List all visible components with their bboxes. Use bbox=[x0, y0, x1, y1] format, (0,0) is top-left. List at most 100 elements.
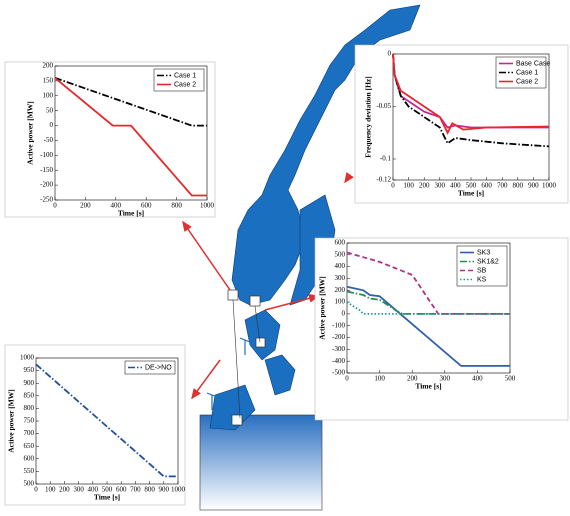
legend-box bbox=[124, 360, 176, 375]
x-tick-label: 500 bbox=[466, 182, 477, 190]
series-line bbox=[35, 363, 178, 478]
x-tick-label: 300 bbox=[440, 375, 451, 383]
x-axis-label: Time [s] bbox=[415, 382, 441, 391]
y-tick-label: -250 bbox=[40, 196, 53, 204]
x-tick-label: 0 bbox=[34, 486, 38, 494]
x-tick-label: 400 bbox=[472, 375, 483, 383]
arrow bbox=[182, 220, 231, 291]
y-tick-label: 0 bbox=[388, 50, 392, 58]
x-tick-label: 100 bbox=[403, 182, 414, 190]
x-tick-label: 500 bbox=[102, 486, 113, 494]
x-tick-label: 0 bbox=[345, 375, 349, 383]
y-tick-label: 550 bbox=[24, 467, 35, 475]
x-tick-label: 1000 bbox=[200, 202, 215, 210]
y-axis-label: Active power [MW] bbox=[26, 101, 35, 165]
legend-label: Case 2 bbox=[516, 78, 538, 85]
jutland-south bbox=[209, 384, 256, 431]
y-tick-label: 700 bbox=[24, 429, 35, 437]
y-tick-label: 600 bbox=[335, 239, 346, 247]
y-tick-label: -50 bbox=[44, 136, 54, 144]
y-tick-label: 500 bbox=[335, 250, 346, 258]
station-icon bbox=[255, 337, 266, 348]
x-tick-label: 200 bbox=[407, 375, 418, 383]
legend-label: Case 2 bbox=[174, 81, 196, 88]
y-tick-label: 200 bbox=[43, 62, 54, 70]
arrow bbox=[344, 172, 354, 184]
y-tick-label: 100 bbox=[43, 91, 54, 99]
y-tick-label: 850 bbox=[24, 391, 35, 399]
station-icon bbox=[231, 414, 243, 426]
y-tick-label: 1000 bbox=[20, 354, 35, 362]
y-tick-label: 100 bbox=[335, 298, 346, 306]
x-tick-label: 600 bbox=[141, 202, 152, 210]
y-tick-label: 900 bbox=[24, 379, 35, 387]
denmark-north bbox=[244, 309, 281, 361]
x-tick-label: 800 bbox=[513, 182, 524, 190]
y-tick-label: 800 bbox=[24, 404, 35, 412]
x-tick-label: 0 bbox=[391, 182, 395, 190]
station-icon bbox=[249, 295, 261, 307]
y-tick-label: 650 bbox=[24, 442, 35, 450]
chart: 0-0.05-0.1-0.120 100 200 300 400 500 600 700 800… bbox=[354, 44, 569, 204]
x-tick-label: 900 bbox=[159, 486, 170, 494]
y-tick-label: 950 bbox=[24, 366, 35, 374]
cable bbox=[232, 299, 261, 419]
x-tick-label: 400 bbox=[450, 182, 461, 190]
x-tick-label: 200 bbox=[419, 182, 430, 190]
x-tick-label: 1000 bbox=[542, 182, 557, 190]
y-tick-label: 0 bbox=[342, 310, 346, 318]
series-line bbox=[346, 290, 510, 315]
y-axis-label: Frequency deviation [Hz] bbox=[364, 76, 373, 158]
x-tick-label: 100 bbox=[45, 486, 56, 494]
plot-area bbox=[35, 357, 179, 485]
chart: 6005004003002001000-100-200-300-400-5000… bbox=[314, 237, 569, 421]
series-line bbox=[392, 53, 550, 135]
arrow bbox=[264, 293, 320, 311]
y-tick-label: -200 bbox=[40, 181, 53, 189]
y-tick-label: -150 bbox=[40, 166, 53, 174]
series-line bbox=[54, 77, 207, 127]
x-axis-label: Time [s] bbox=[458, 189, 484, 198]
series-line bbox=[346, 285, 510, 367]
legend-label: KS bbox=[477, 276, 487, 283]
sea bbox=[199, 414, 323, 511]
series-line bbox=[392, 53, 549, 129]
legend-label: Case 1 bbox=[174, 72, 196, 79]
y-tick-label: 50 bbox=[46, 106, 54, 114]
zealand bbox=[264, 354, 296, 396]
y-tick-label: -100 bbox=[332, 321, 345, 329]
y-tick-label: 0 bbox=[50, 121, 54, 129]
x-tick-label: 400 bbox=[88, 486, 99, 494]
y-tick-label: -100 bbox=[40, 151, 53, 159]
x-tick-label: 100 bbox=[374, 375, 385, 383]
y-tick-label: -0.05 bbox=[376, 102, 391, 110]
legend-label: SK3 bbox=[477, 249, 490, 256]
y-tick-label: -300 bbox=[332, 345, 345, 353]
y-tick-label: 300 bbox=[335, 274, 346, 282]
x-tick-label: 800 bbox=[144, 486, 155, 494]
y-tick-label: 200 bbox=[335, 286, 346, 294]
y-tick-label: 750 bbox=[24, 417, 35, 425]
series-line bbox=[392, 53, 550, 148]
legend-box bbox=[153, 68, 205, 92]
x-tick-label: 600 bbox=[116, 486, 127, 494]
wind-turbine bbox=[239, 337, 251, 355]
x-tick-label: 0 bbox=[53, 202, 57, 210]
norway bbox=[231, 4, 421, 306]
y-tick-label: -200 bbox=[332, 333, 345, 341]
map bbox=[182, 4, 421, 511]
legend-label: Case 1 bbox=[516, 69, 538, 76]
x-tick-label: 200 bbox=[80, 202, 91, 210]
y-tick-label: -0.12 bbox=[376, 176, 391, 184]
series-line bbox=[54, 77, 207, 197]
y-tick-label: -0.1 bbox=[380, 155, 392, 163]
y-tick-label: 400 bbox=[335, 262, 346, 270]
x-axis-label: Time [s] bbox=[94, 493, 120, 502]
x-tick-label: 700 bbox=[497, 182, 508, 190]
wind-turbine bbox=[206, 392, 218, 410]
series-line bbox=[346, 301, 510, 315]
x-axis-label: Time [s] bbox=[118, 209, 144, 218]
x-tick-label: 900 bbox=[528, 182, 539, 190]
